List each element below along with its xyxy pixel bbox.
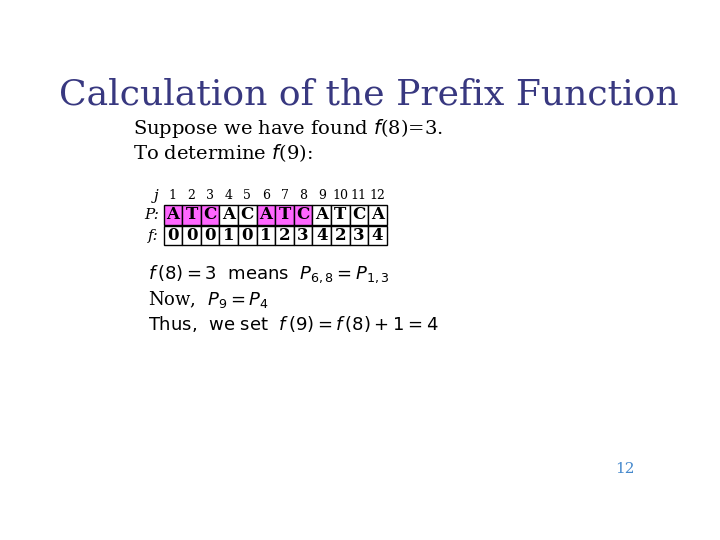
Text: 0: 0: [167, 227, 179, 244]
Text: 1: 1: [223, 227, 235, 244]
Text: f:: f:: [148, 229, 159, 243]
Bar: [220, 226, 238, 245]
Bar: [331, 205, 350, 225]
Text: T: T: [279, 206, 291, 224]
Text: A: A: [371, 206, 384, 224]
Text: 12: 12: [616, 462, 635, 476]
Bar: [350, 226, 368, 245]
Text: 7: 7: [281, 189, 289, 202]
Bar: [275, 226, 294, 245]
Text: 4: 4: [316, 227, 328, 244]
Text: C: C: [240, 206, 254, 224]
Text: C: C: [352, 206, 366, 224]
Bar: [350, 205, 368, 225]
Bar: [256, 226, 275, 245]
Text: 2: 2: [335, 227, 346, 244]
Text: 2: 2: [188, 189, 195, 202]
Text: 3: 3: [297, 227, 309, 244]
Text: A: A: [315, 206, 328, 224]
Bar: [275, 205, 294, 225]
Text: 3: 3: [206, 189, 214, 202]
Bar: [201, 205, 220, 225]
Text: 0: 0: [204, 227, 216, 244]
Bar: [256, 205, 275, 225]
Text: A: A: [166, 206, 179, 224]
Bar: [294, 205, 312, 225]
Text: 8: 8: [299, 189, 307, 202]
Text: 12: 12: [369, 189, 385, 202]
Text: Calculation of the Prefix Function: Calculation of the Prefix Function: [59, 77, 679, 111]
Text: 0: 0: [186, 227, 197, 244]
Text: P:: P:: [144, 208, 159, 222]
Text: 11: 11: [351, 189, 367, 202]
Text: A: A: [222, 206, 235, 224]
Text: Suppose we have found $f$(8)=3.: Suppose we have found $f$(8)=3.: [132, 117, 443, 140]
Text: To determine $f$(9):: To determine $f$(9):: [132, 143, 312, 164]
Text: Now,  $P_9 = P_4$: Now, $P_9 = P_4$: [148, 289, 269, 310]
Text: 5: 5: [243, 189, 251, 202]
Text: 10: 10: [333, 189, 348, 202]
Bar: [163, 205, 182, 225]
Text: 4: 4: [225, 189, 233, 202]
Text: 6: 6: [262, 189, 270, 202]
Text: 0: 0: [242, 227, 253, 244]
Text: C: C: [204, 206, 217, 224]
Text: 9: 9: [318, 189, 325, 202]
Bar: [368, 205, 387, 225]
Bar: [182, 226, 201, 245]
Text: 4: 4: [372, 227, 383, 244]
Bar: [368, 226, 387, 245]
Text: 3: 3: [353, 227, 365, 244]
Text: T: T: [186, 206, 198, 224]
Text: Thus,  we set  $f\,(9) = f\,(8)+1 = 4$: Thus, we set $f\,(9) = f\,(8)+1 = 4$: [148, 314, 438, 334]
Text: 1: 1: [169, 189, 177, 202]
Text: 1: 1: [260, 227, 271, 244]
Bar: [238, 226, 256, 245]
Text: j: j: [154, 188, 159, 202]
Text: $f\,(8) = 3$  means  $P_{6,8} = P_{1,3}$: $f\,(8) = 3$ means $P_{6,8} = P_{1,3}$: [148, 264, 390, 285]
Bar: [238, 205, 256, 225]
Bar: [220, 205, 238, 225]
Text: C: C: [297, 206, 310, 224]
Text: 2: 2: [279, 227, 290, 244]
Bar: [294, 226, 312, 245]
Bar: [163, 226, 182, 245]
Text: A: A: [259, 206, 272, 224]
Bar: [201, 226, 220, 245]
Bar: [331, 226, 350, 245]
Bar: [312, 226, 331, 245]
Bar: [182, 205, 201, 225]
Bar: [312, 205, 331, 225]
Text: T: T: [334, 206, 346, 224]
